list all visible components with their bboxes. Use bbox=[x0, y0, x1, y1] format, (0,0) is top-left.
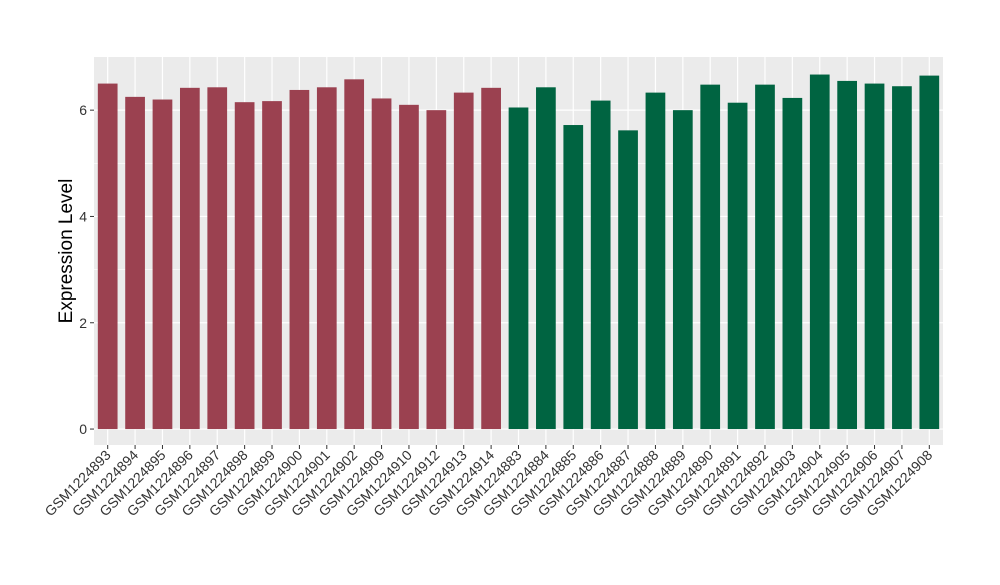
bar-GSM1224895 bbox=[152, 99, 173, 430]
bar-GSM1224898 bbox=[234, 102, 255, 430]
bar-GSM1224884 bbox=[536, 87, 556, 430]
y-tick-label: 0 bbox=[79, 421, 87, 437]
y-tick-label: 6 bbox=[79, 102, 87, 118]
bar-GSM1224885 bbox=[563, 125, 584, 430]
y-tick-label: 4 bbox=[79, 208, 87, 224]
bar-GSM1224899 bbox=[262, 101, 282, 430]
y-tick-label: 2 bbox=[79, 315, 87, 331]
y-axis: 0 2 4 6 bbox=[79, 102, 94, 437]
bar-GSM1224914 bbox=[481, 87, 501, 430]
y-axis-label: Expression Level bbox=[56, 179, 77, 324]
bar-GSM1224905 bbox=[837, 80, 858, 430]
bar-GSM1224907 bbox=[892, 86, 912, 430]
bar-GSM1224913 bbox=[453, 92, 474, 430]
bar-GSM1224903 bbox=[782, 97, 803, 430]
bar-GSM1224892 bbox=[755, 84, 775, 430]
bar-GSM1224904 bbox=[809, 74, 830, 430]
bar-GSM1224886 bbox=[590, 100, 611, 430]
bar-GSM1224887 bbox=[618, 130, 638, 430]
bar-GSM1224883 bbox=[508, 107, 529, 430]
bar-GSM1224909 bbox=[371, 98, 392, 430]
bar-GSM1224889 bbox=[672, 110, 693, 430]
bar-GSM1224891 bbox=[727, 102, 748, 430]
bar-GSM1224901 bbox=[316, 87, 337, 430]
bar-GSM1224906 bbox=[864, 83, 885, 430]
bar-GSM1224894 bbox=[125, 96, 145, 430]
bar-GSM1224900 bbox=[289, 89, 310, 430]
bar-GSM1224912 bbox=[426, 110, 447, 430]
bar-GSM1224888 bbox=[645, 92, 666, 430]
bar-GSM1224896 bbox=[179, 87, 200, 430]
bars bbox=[97, 74, 940, 430]
bar-GSM1224897 bbox=[207, 87, 228, 430]
x-axis: GSM1224893GSM1224894GSM1224895GSM1224896… bbox=[41, 445, 936, 519]
bar-GSM1224890 bbox=[700, 84, 721, 430]
bar-GSM1224908 bbox=[919, 75, 940, 430]
bar-GSM1224910 bbox=[399, 104, 419, 430]
bar-GSM1224902 bbox=[344, 79, 365, 430]
bar-GSM1224893 bbox=[97, 83, 118, 430]
